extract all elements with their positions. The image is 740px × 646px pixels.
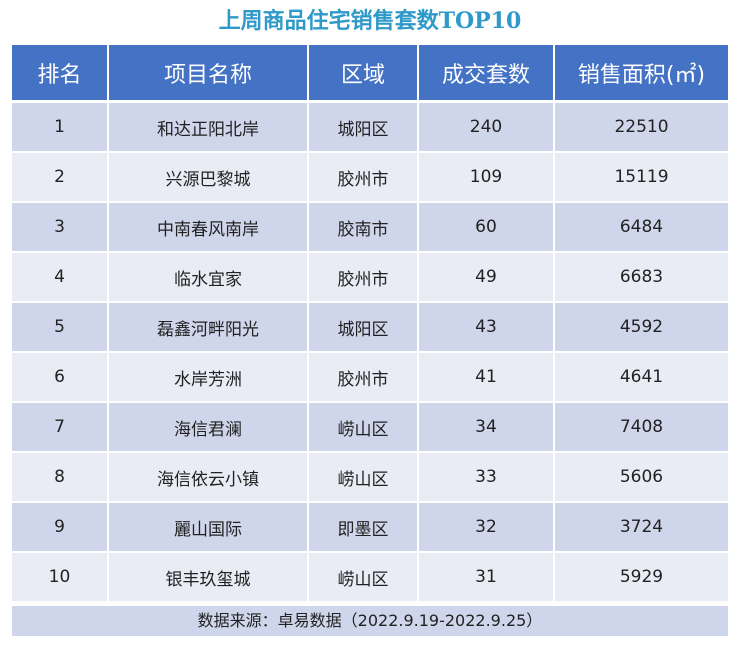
table-row: 4 临水宜家 胶州市 49 6683: [12, 252, 728, 303]
sales-area-cell: 15119: [554, 152, 728, 203]
rank-cell: 5: [12, 302, 109, 353]
table-row: 8 海信依云小镇 崂山区 33 5606: [12, 452, 728, 503]
sales-area-cell: 6484: [554, 202, 728, 253]
units-sold-cell: 34: [418, 402, 555, 453]
table-row: 9 麗山国际 即墨区 32 3724: [12, 502, 728, 553]
units-sold-cell: 43: [418, 302, 555, 353]
table-row: 7 海信君澜 崂山区 34 7408: [12, 402, 728, 453]
header-project-name: 项目名称: [108, 45, 309, 103]
units-sold-cell: 33: [418, 452, 555, 503]
table-row: 10 银丰玖玺城 崂山区 31 5929: [12, 552, 728, 603]
sales-area-cell: 4592: [554, 302, 728, 353]
project-name-cell: 兴源巴黎城: [108, 152, 309, 203]
sales-area-cell: 5929: [554, 552, 728, 603]
table-row: 3 中南春风南岸 胶南市 60 6484: [12, 202, 728, 253]
data-source-note: 数据来源：卓易数据（2022.9.19-2022.9.25）: [12, 606, 728, 636]
table-row: 2 兴源巴黎城 胶州市 109 15119: [12, 152, 728, 203]
project-name-cell: 中南春风南岸: [108, 202, 309, 253]
project-name-cell: 水岸芳洲: [108, 352, 309, 403]
rank-cell: 3: [12, 202, 109, 253]
district-cell: 城阳区: [308, 101, 419, 153]
units-sold-cell: 31: [418, 552, 555, 603]
district-cell: 胶州市: [308, 252, 419, 303]
district-cell: 崂山区: [308, 402, 419, 453]
district-cell: 崂山区: [308, 452, 419, 503]
units-sold-cell: 41: [418, 352, 555, 403]
sales-area-cell: 5606: [554, 452, 728, 503]
sales-area-cell: 22510: [554, 101, 728, 153]
sales-area-cell: 4641: [554, 352, 728, 403]
district-cell: 即墨区: [308, 502, 419, 553]
sales-area-cell: 6683: [554, 252, 728, 303]
rank-cell: 8: [12, 452, 109, 503]
rank-cell: 7: [12, 402, 109, 453]
sales-area-cell: 3724: [554, 502, 728, 553]
units-sold-cell: 49: [418, 252, 555, 303]
sales-table: 排名 项目名称 区域 成交套数 销售面积(㎡) 1 和达正阳北岸 城阳区 240 225…: [12, 45, 728, 603]
district-cell: 崂山区: [308, 552, 419, 603]
project-name-cell: 海信君澜: [108, 402, 309, 453]
header-units-sold: 成交套数: [418, 45, 555, 103]
units-sold-cell: 240: [418, 101, 555, 153]
project-name-cell: 和达正阳北岸: [108, 101, 309, 153]
project-name-cell: 海信依云小镇: [108, 452, 309, 503]
chart-title: 上周商品住宅销售套数TOP10: [218, 8, 522, 34]
rank-cell: 4: [12, 252, 109, 303]
district-cell: 胶州市: [308, 352, 419, 403]
rank-cell: 2: [12, 152, 109, 203]
district-cell: 城阳区: [308, 302, 419, 353]
project-name-cell: 磊鑫河畔阳光: [108, 302, 309, 353]
rank-cell: 6: [12, 352, 109, 403]
project-name-cell: 临水宜家: [108, 252, 309, 303]
table-row: 6 水岸芳洲 胶州市 41 4641: [12, 352, 728, 403]
units-sold-cell: 32: [418, 502, 555, 553]
project-name-cell: 银丰玖玺城: [108, 552, 309, 603]
district-cell: 胶南市: [308, 202, 419, 253]
header-sales-area: 销售面积(㎡): [554, 45, 728, 103]
units-sold-cell: 109: [418, 152, 555, 203]
rank-cell: 1: [12, 101, 109, 153]
header-row: 排名 项目名称 区域 成交套数 销售面积(㎡): [12, 45, 728, 103]
header-district: 区域: [308, 45, 419, 103]
rank-cell: 10: [12, 552, 109, 603]
units-sold-cell: 60: [418, 202, 555, 253]
header-rank: 排名: [12, 45, 109, 103]
project-name-cell: 麗山国际: [108, 502, 309, 553]
sales-area-cell: 7408: [554, 402, 728, 453]
table-row: 1 和达正阳北岸 城阳区 240 22510: [12, 101, 728, 153]
district-cell: 胶州市: [308, 152, 419, 203]
table-row: 5 磊鑫河畔阳光 城阳区 43 4592: [12, 302, 728, 353]
rank-cell: 9: [12, 502, 109, 553]
